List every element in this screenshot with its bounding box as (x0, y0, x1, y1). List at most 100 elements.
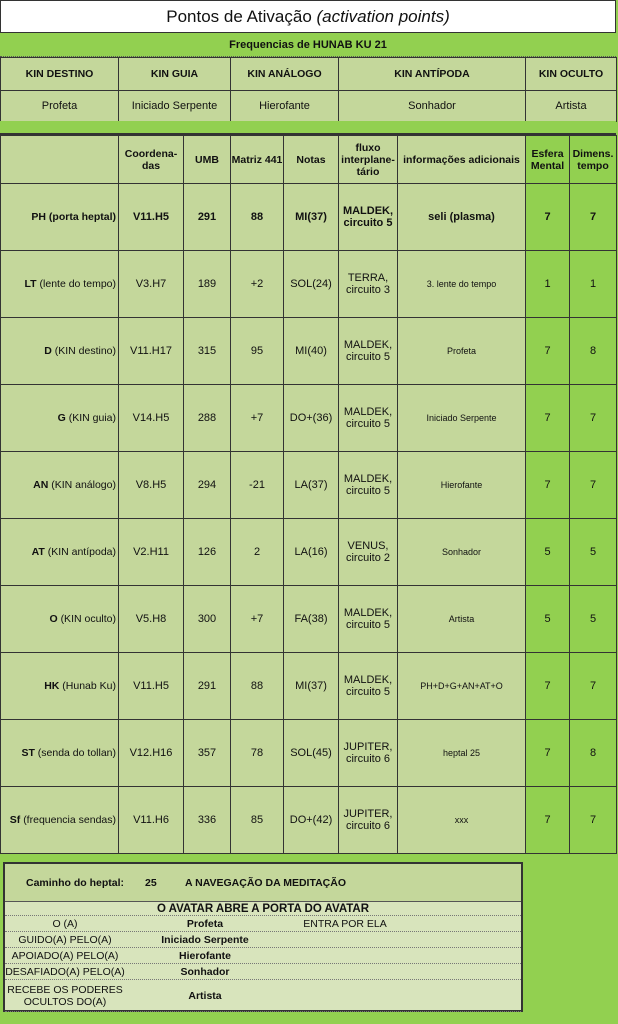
row-name: (KIN análogo) (51, 479, 116, 491)
table-row: AN (KIN análogo) V8.H5 294 -21 LA(37) MALDEK,… (0, 451, 617, 519)
cell-matriz: +2 (230, 250, 284, 318)
cell-esfera: 7 (525, 384, 570, 452)
avatar-line-a: O (A) (52, 917, 78, 930)
cell-info: Artista (397, 585, 526, 653)
cell-umb: 189 (183, 250, 231, 318)
cell-dim: 7 (569, 384, 617, 452)
row-name: (frequencia sendas) (23, 814, 116, 826)
row-label: PH (porta heptal) (0, 183, 119, 251)
row-code: D (44, 345, 52, 357)
cell-dim: 7 (569, 183, 617, 251)
row-code: Sf (9, 814, 21, 826)
kin-value: Artista (525, 90, 617, 122)
cell-umb: 288 (183, 384, 231, 452)
cell-matriz: 85 (230, 786, 284, 854)
cell-fluxo: MALDEK, circuito 5 (338, 451, 398, 519)
cell-esfera: 7 (525, 652, 570, 720)
column-header: informações adicionais (397, 135, 526, 184)
column-header: Notas (283, 135, 339, 184)
cell-info: Profeta (397, 317, 526, 385)
cell-esfera: 7 (525, 317, 570, 385)
kin-header: KIN ANTÍPODA (338, 57, 526, 91)
cell-dim: 8 (569, 317, 617, 385)
table-row: HK (Hunab Ku) V11.H5 291 88 MI(37) MALDEK, ci… (0, 652, 617, 720)
cell-nota: DO+(42) (283, 786, 339, 854)
avatar-line-b: Hierofante (179, 949, 231, 962)
cell-dim: 8 (569, 719, 617, 787)
cell-dim: 7 (569, 786, 617, 854)
cell-coord: V11.H5 (118, 183, 184, 251)
row-name: (senda do tollan) (37, 747, 116, 759)
cell-coord: V2.H11 (118, 518, 184, 586)
cell-umb: 300 (183, 585, 231, 653)
cell-dim: 1 (569, 250, 617, 318)
cell-umb: 357 (183, 719, 231, 787)
avatar-line: GUIDO(A) PELO(A) Iniciado Serpente (5, 932, 521, 948)
activation-table: Coordena-das UMB Matriz 441 Notas fluxo … (0, 135, 617, 854)
row-label: G (KIN guia) (0, 384, 119, 452)
cell-nota: LA(37) (283, 451, 339, 519)
cell-fluxo: MALDEK, circuito 5 (338, 183, 398, 251)
row-code: AT (31, 546, 45, 558)
kin-header: KIN OCULTO (525, 57, 617, 91)
cell-matriz: 2 (230, 518, 284, 586)
kin-header: KIN DESTINO (0, 57, 119, 91)
row-label: LT (lente do tempo) (0, 250, 119, 318)
kin-value: Hierofante (230, 90, 339, 122)
cell-esfera: 5 (525, 518, 570, 586)
cell-coord: V12.H16 (118, 719, 184, 787)
cell-esfera: 7 (525, 719, 570, 787)
avatar-line-c: ENTRA POR ELA (303, 917, 387, 930)
row-code: ST (21, 747, 35, 759)
cell-fluxo: JUPITER, circuito 6 (338, 719, 398, 787)
cell-umb: 291 (183, 652, 231, 720)
row-code: HK (44, 680, 60, 692)
caminho-label: Caminho do heptal: (26, 876, 124, 889)
cell-coord: V11.H6 (118, 786, 184, 854)
heptal-box: Caminho do heptal: 25 A NAVEGAÇÃO DA MED… (3, 862, 523, 1012)
cell-esfera: 5 (525, 585, 570, 653)
column-header: fluxo interplane-tário (338, 135, 398, 184)
cell-nota: MI(37) (283, 652, 339, 720)
avatar-line-b: Iniciado Serpente (161, 933, 249, 946)
cell-nota: MI(40) (283, 317, 339, 385)
cell-info: xxx (397, 786, 526, 854)
title-italic: (activation points) (316, 7, 450, 26)
row-name: (porta heptal) (48, 211, 116, 223)
avatar-line-b: Sonhador (180, 965, 230, 978)
cell-fluxo: TERRA, circuito 3 (338, 250, 398, 318)
title-main: Pontos de Ativação (166, 7, 312, 26)
cell-coord: V5.H8 (118, 585, 184, 653)
cell-matriz: +7 (230, 585, 284, 653)
kin-header: KIN ANÁLOGO (230, 57, 339, 91)
cell-matriz: 95 (230, 317, 284, 385)
avatar-line: RECEBE OS PODERES OCULTOS DO(A) Artista (5, 980, 521, 1012)
cell-nota: DO+(36) (283, 384, 339, 452)
row-code: AN (33, 479, 49, 491)
cell-umb: 315 (183, 317, 231, 385)
cell-umb: 294 (183, 451, 231, 519)
cell-nota: SOL(45) (283, 719, 339, 787)
row-name: (KIN destino) (54, 345, 116, 357)
avatar-line-a: GUIDO(A) PELO(A) (18, 933, 112, 946)
caminho-number: 25 (145, 876, 157, 889)
table-row: AT (KIN antípoda) V2.H11 126 2 LA(16) VENUS, … (0, 518, 617, 586)
row-label: AT (KIN antípoda) (0, 518, 119, 586)
cell-matriz: -21 (230, 451, 284, 519)
cell-nota: FA(38) (283, 585, 339, 653)
row-label: O (KIN oculto) (0, 585, 119, 653)
caminho-text: A NAVEGAÇÃO DA MEDITAÇÃO (185, 876, 346, 889)
cell-fluxo: MALDEK, circuito 5 (338, 317, 398, 385)
avatar-line-b: Artista (188, 989, 222, 1002)
cell-nota: LA(16) (283, 518, 339, 586)
avatar-line-a: DESAFIADO(A) PELO(A) (5, 965, 125, 978)
cell-nota: MI(37) (283, 183, 339, 251)
avatar-line-a: APOIADO(A) PELO(A) (11, 949, 119, 962)
cell-esfera: 7 (525, 183, 570, 251)
cell-dim: 7 (569, 652, 617, 720)
cell-esfera: 1 (525, 250, 570, 318)
cell-fluxo: MALDEK, circuito 5 (338, 652, 398, 720)
row-name: (KIN oculto) (60, 613, 116, 625)
avatar-line-b: Profeta (186, 917, 224, 930)
cell-fluxo: VENUS, circuito 2 (338, 518, 398, 586)
